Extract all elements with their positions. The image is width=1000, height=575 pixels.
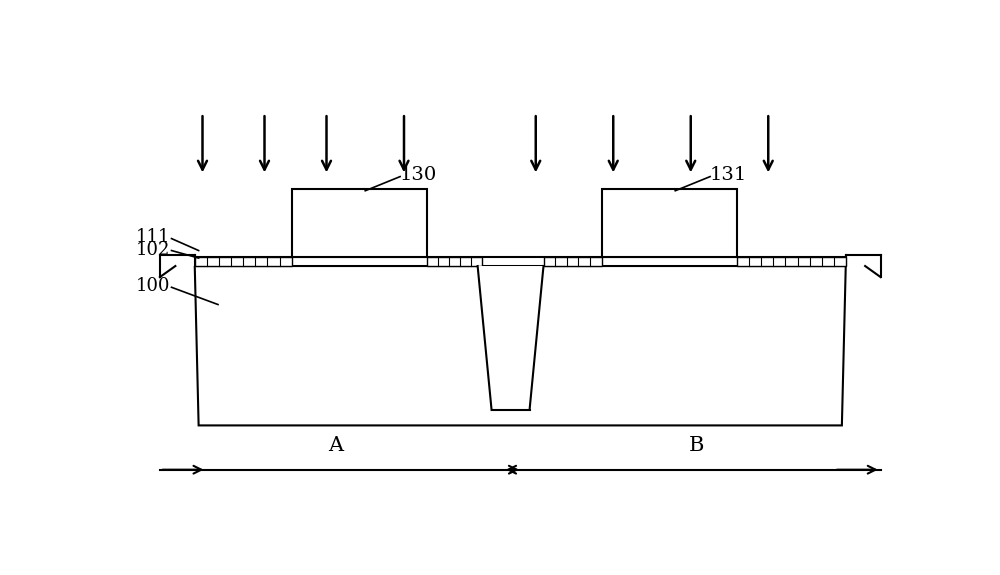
- Text: B: B: [689, 436, 704, 455]
- Bar: [292, 189, 427, 257]
- Text: 100: 100: [135, 277, 170, 295]
- Text: 130: 130: [400, 166, 437, 184]
- Text: 102: 102: [136, 241, 170, 259]
- Polygon shape: [478, 266, 544, 410]
- Bar: [737, 257, 846, 266]
- Text: 131: 131: [710, 166, 747, 184]
- Polygon shape: [846, 255, 881, 277]
- Bar: [602, 189, 737, 257]
- Bar: [544, 257, 602, 266]
- Bar: [195, 257, 292, 266]
- Bar: [427, 257, 482, 266]
- Text: A: A: [329, 436, 344, 455]
- Polygon shape: [195, 266, 846, 426]
- Polygon shape: [160, 255, 195, 277]
- Text: 111: 111: [135, 228, 170, 246]
